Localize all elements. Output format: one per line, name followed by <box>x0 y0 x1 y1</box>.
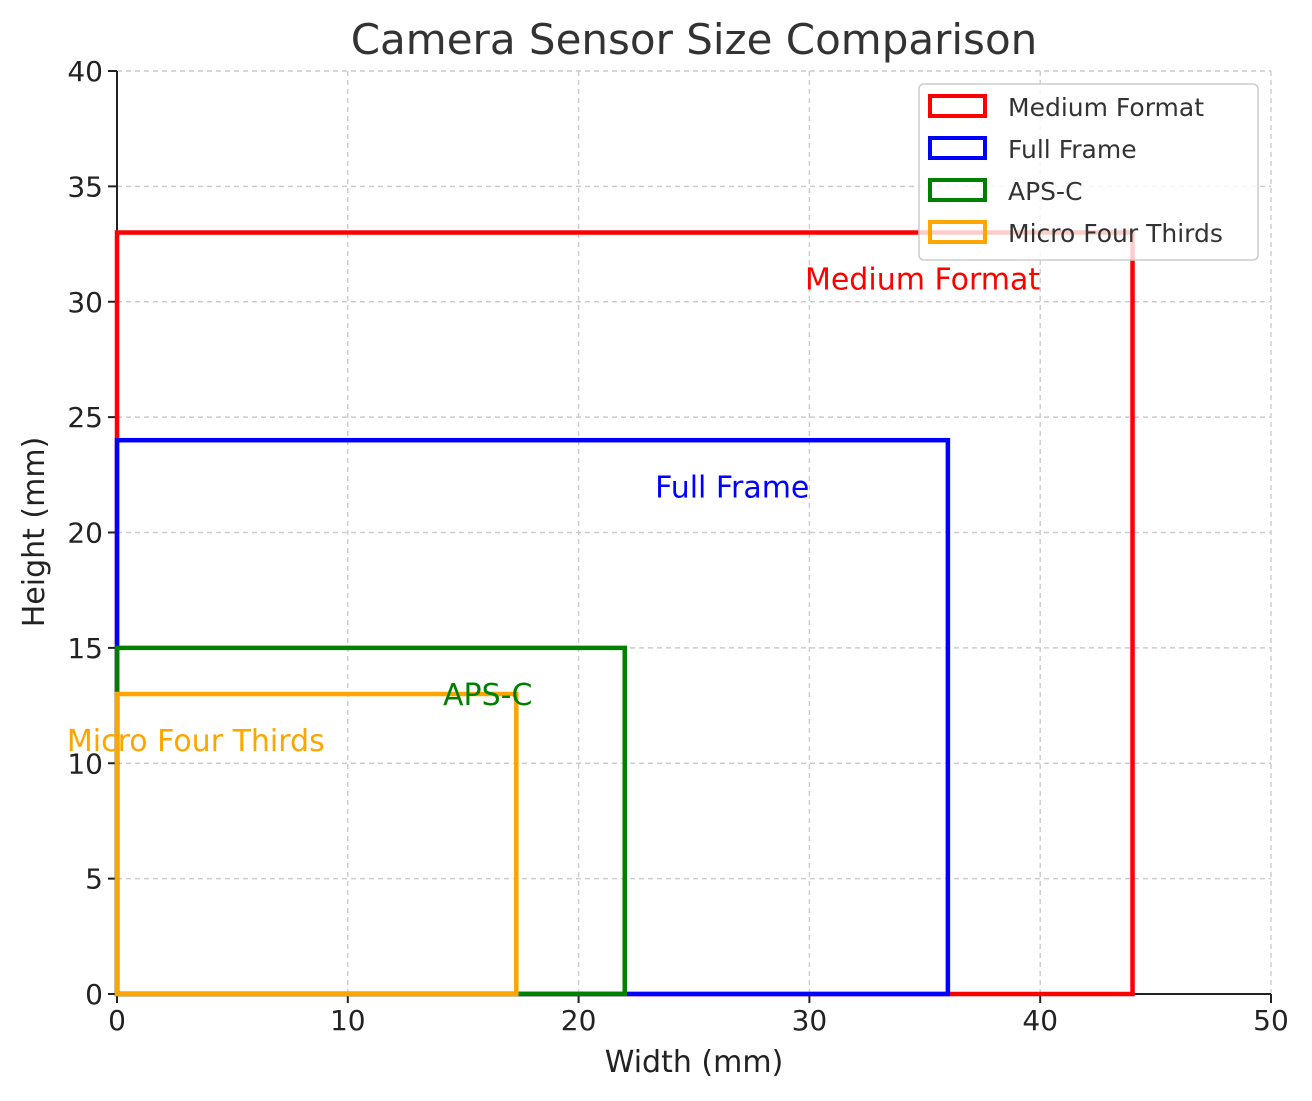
annotations: Medium Format Full Frame APS-C Micro Four T… <box>67 263 1041 760</box>
legend-label: Micro Four Thirds <box>1008 219 1223 248</box>
legend: Medium Format Full Frame APS-C Micro Four T… <box>918 83 1259 261</box>
sensor-annotation: Medium Format <box>805 263 1040 298</box>
sensor-annotation: Full Frame <box>655 470 809 505</box>
y-tick-label: 5 <box>85 863 103 896</box>
legend-label: Full Frame <box>1008 135 1137 164</box>
y-tick-label: 40 <box>67 55 103 88</box>
x-tick-label: 40 <box>1022 1004 1058 1037</box>
x-tick-label: 0 <box>108 1004 126 1037</box>
x-tick-label: 20 <box>561 1004 597 1037</box>
sensor-rect <box>114 691 519 997</box>
sensor-annotation: Micro Four Thirds <box>67 724 325 759</box>
y-tick-label: 15 <box>67 632 103 665</box>
y-axis-label: Height (mm) <box>17 437 52 628</box>
legend-box <box>918 83 1259 261</box>
y-tick-label: 0 <box>85 978 103 1011</box>
sensor-annotation: APS-C <box>443 678 532 713</box>
chart-title: Camera Sensor Size Comparison <box>351 15 1038 64</box>
legend-swatch <box>928 220 987 244</box>
y-tick-label: 10 <box>67 747 103 780</box>
legend-swatch <box>928 94 987 118</box>
legend-label: APS-C <box>1008 177 1083 206</box>
sensor-rectangles <box>114 230 1135 997</box>
x-tick-label: 10 <box>330 1004 366 1037</box>
y-tick-label: 25 <box>67 401 103 434</box>
legend-swatch <box>928 136 987 160</box>
y-tick-label: 30 <box>67 286 103 319</box>
y-tick-label: 20 <box>67 517 103 550</box>
x-tick-label: 30 <box>792 1004 828 1037</box>
legend-label: Medium Format <box>1008 93 1204 122</box>
legend-swatch <box>928 178 987 202</box>
x-axis-label: Width (mm) <box>605 1045 784 1080</box>
y-tick-label: 35 <box>67 170 103 203</box>
x-tick-label: 50 <box>1253 1004 1289 1037</box>
